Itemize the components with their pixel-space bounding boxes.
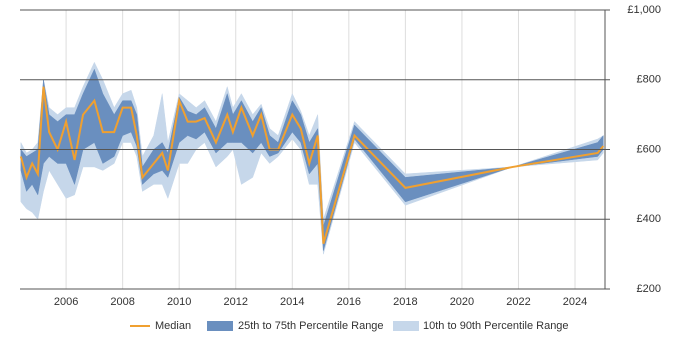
legend-swatch: [207, 321, 233, 331]
x-tick-label: 2010: [167, 296, 191, 308]
x-tick-label: 2012: [223, 296, 247, 308]
legend-label: 25th to 75th Percentile Range: [238, 320, 384, 332]
legend-swatch: [393, 321, 419, 331]
x-tick-label: 2024: [563, 296, 587, 308]
y-tick-label: £600: [637, 143, 661, 155]
y-tick-label: £800: [637, 74, 661, 86]
x-tick-label: 2016: [337, 296, 361, 308]
x-tick-label: 2008: [110, 296, 134, 308]
legend-label: 10th to 90th Percentile Range: [423, 320, 569, 332]
x-tick-label: 2018: [393, 296, 417, 308]
x-tick-label: 2006: [54, 296, 78, 308]
legend-label: Median: [155, 320, 191, 332]
y-tick-label: £200: [637, 283, 661, 295]
y-tick-label: £1,000: [627, 4, 661, 16]
x-tick-label: 2020: [450, 296, 474, 308]
x-tick-label: 2014: [280, 296, 304, 308]
median-line: [19, 86, 605, 244]
y-tick-label: £400: [637, 213, 661, 225]
x-tick-label: 2022: [506, 296, 530, 308]
